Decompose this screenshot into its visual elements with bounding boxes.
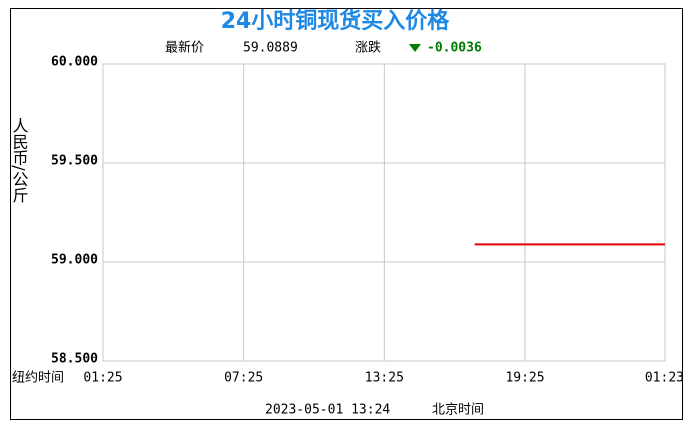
- y-tick-label: 60.000: [51, 55, 98, 70]
- x-tick-label: 19:25: [505, 371, 544, 386]
- y-tick-label: 58.500: [51, 352, 98, 367]
- x-tick-label: 13:25: [365, 371, 404, 386]
- x-tick-label: 01:23: [645, 371, 684, 386]
- x-tick-label: 01:25: [83, 371, 122, 386]
- change-label: 涨跌: [355, 40, 381, 56]
- latest-value: 59.0889: [243, 41, 298, 56]
- down-arrow: [409, 44, 421, 52]
- latest-label: 最新价: [165, 40, 204, 56]
- chart-title: 24小时铜现货买入价格: [221, 8, 451, 34]
- y-axis-label: 人民币/公斤: [10, 117, 29, 202]
- footer-zone: 北京时间: [432, 403, 484, 418]
- frame: [10, 8, 683, 420]
- x-tick-label: 07:25: [224, 371, 263, 386]
- y-tick-label: 59.000: [51, 253, 98, 268]
- footer-time: 2023-05-01 13:24: [265, 403, 390, 418]
- change-value: -0.0036: [427, 41, 482, 56]
- y-tick-label: 59.500: [51, 154, 98, 169]
- x-axis-label: 纽约时间: [12, 371, 64, 386]
